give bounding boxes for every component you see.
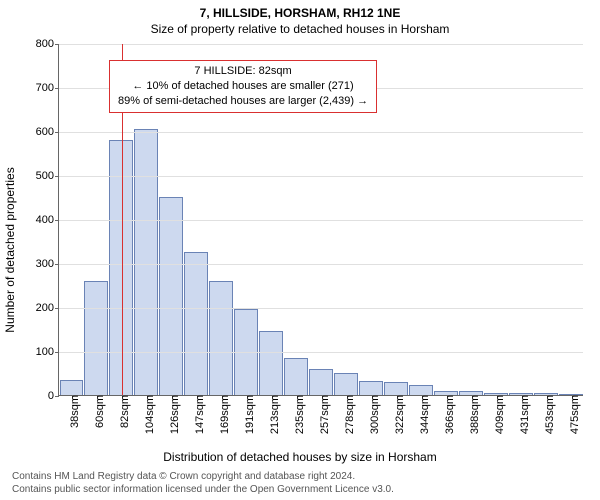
- y-axis-label: Number of detached properties: [3, 85, 17, 250]
- y-tick-label: 500: [36, 170, 59, 182]
- chart-title-main: 7, HILLSIDE, HORSHAM, RH12 1NE: [0, 0, 600, 20]
- x-tick-label: 278sqm: [338, 395, 356, 434]
- x-tick-label: 388sqm: [463, 395, 481, 434]
- footer-line-2: Contains public sector information licen…: [12, 483, 394, 496]
- gridline: [59, 132, 583, 133]
- y-tick-label: 300: [36, 258, 59, 270]
- x-tick-label: 126sqm: [163, 395, 181, 434]
- gridline: [59, 44, 583, 45]
- x-tick-label: 38sqm: [63, 395, 81, 428]
- x-tick-label: 104sqm: [138, 395, 156, 434]
- gridline: [59, 220, 583, 221]
- x-tick-label: 300sqm: [363, 395, 381, 434]
- bar: [409, 385, 433, 395]
- annotation-line: ← 10% of detached houses are smaller (27…: [118, 79, 368, 94]
- annotation-line: 7 HILLSIDE: 82sqm: [118, 64, 368, 79]
- bar: [359, 381, 383, 395]
- bar: [209, 281, 233, 395]
- y-tick-label: 700: [36, 82, 59, 94]
- annotation-line: 89% of semi-detached houses are larger (…: [118, 94, 368, 109]
- x-tick-label: 147sqm: [188, 395, 206, 434]
- bar: [60, 380, 84, 395]
- gridline: [59, 176, 583, 177]
- bar: [84, 281, 108, 395]
- gridline: [59, 352, 583, 353]
- x-tick-label: 213sqm: [263, 395, 281, 434]
- x-tick-label: 344sqm: [413, 395, 431, 434]
- bar: [184, 252, 208, 395]
- x-tick-label: 60sqm: [88, 395, 106, 428]
- x-tick-label: 169sqm: [213, 395, 231, 434]
- x-tick-label: 366sqm: [438, 395, 456, 434]
- annotation-box: 7 HILLSIDE: 82sqm← 10% of detached house…: [109, 60, 377, 113]
- x-tick-label: 453sqm: [538, 395, 556, 434]
- x-tick-label: 191sqm: [238, 395, 256, 434]
- bar: [309, 369, 333, 395]
- y-tick-label: 200: [36, 302, 59, 314]
- x-tick-label: 235sqm: [288, 395, 306, 434]
- x-tick-label: 257sqm: [313, 395, 331, 434]
- y-tick-label: 800: [36, 38, 59, 50]
- gridline: [59, 264, 583, 265]
- footer-attribution: Contains HM Land Registry data © Crown c…: [12, 470, 394, 496]
- bar: [259, 331, 283, 395]
- y-tick-label: 100: [36, 346, 59, 358]
- bar: [334, 373, 358, 395]
- bar: [384, 382, 408, 395]
- x-axis-label: Distribution of detached houses by size …: [0, 450, 600, 464]
- bar: [159, 197, 183, 395]
- x-tick-label: 82sqm: [113, 395, 131, 428]
- x-tick-label: 322sqm: [388, 395, 406, 434]
- chart-plot-area: 010020030040050060070080038sqm60sqm82sqm…: [58, 44, 583, 396]
- x-tick-label: 431sqm: [513, 395, 531, 434]
- gridline: [59, 308, 583, 309]
- chart-title-sub: Size of property relative to detached ho…: [0, 20, 600, 40]
- x-tick-label: 409sqm: [488, 395, 506, 434]
- bar: [134, 129, 158, 395]
- footer-line-1: Contains HM Land Registry data © Crown c…: [12, 470, 394, 483]
- y-tick-label: 400: [36, 214, 59, 226]
- y-tick-label: 600: [36, 126, 59, 138]
- bar: [284, 358, 308, 395]
- y-tick-label: 0: [48, 390, 59, 402]
- x-tick-label: 475sqm: [563, 395, 581, 434]
